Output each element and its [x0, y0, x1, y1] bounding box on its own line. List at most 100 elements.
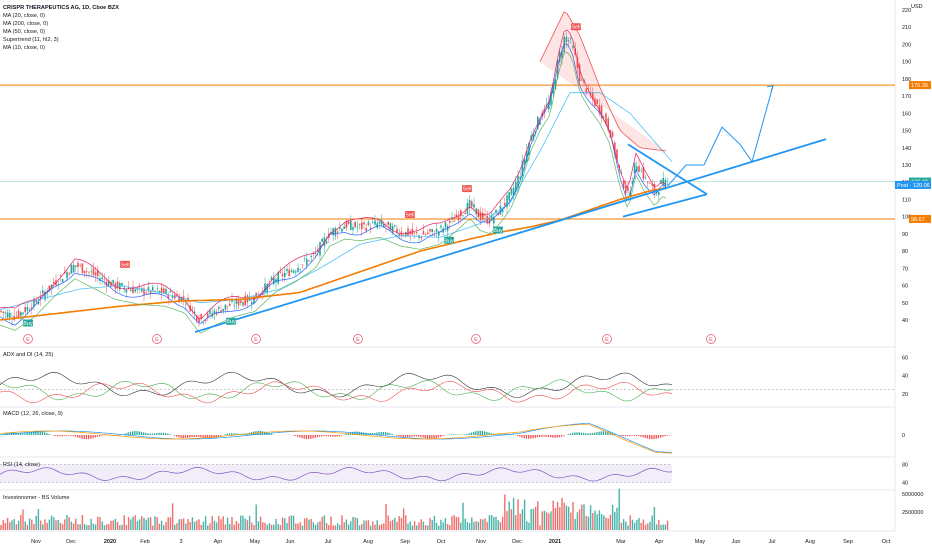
macd-histogram-bar — [299, 435, 301, 438]
macd-histogram-bar — [193, 435, 195, 437]
volume-bar — [550, 511, 552, 530]
volume-bar — [101, 521, 103, 530]
macd-histogram-bar — [345, 434, 347, 435]
volume-bar — [110, 520, 112, 530]
macd-histogram-bar — [486, 431, 488, 435]
macd-histogram-bar — [92, 435, 94, 439]
sell-signal-badge — [462, 185, 472, 193]
volume-bar — [453, 515, 455, 530]
volume-bar — [534, 506, 537, 530]
macd-histogram-bar — [378, 432, 380, 435]
macd-histogram-bar — [325, 435, 327, 437]
candle-body — [286, 269, 288, 272]
price-tick-label: 70 — [902, 266, 908, 272]
candle-body — [39, 296, 42, 300]
candle-body — [163, 288, 165, 293]
macd-histogram-bar — [26, 433, 28, 435]
trendlines[interactable] — [194, 85, 827, 333]
macd-histogram-bar — [490, 433, 492, 435]
candle-body — [143, 288, 145, 295]
candle-body — [565, 36, 568, 42]
macd-histogram-bar — [455, 434, 457, 435]
trendline-triangle-top — [627, 143, 708, 196]
candle-body — [119, 283, 121, 290]
volume-bar — [539, 525, 541, 530]
candle-body — [543, 108, 546, 114]
buy-signal-badge — [444, 236, 454, 244]
macd-histogram-bar — [479, 430, 481, 435]
macd-histogram-bar — [22, 433, 24, 435]
volume-bar — [33, 523, 35, 530]
volume-bar — [504, 494, 506, 530]
volume-bar — [147, 517, 150, 530]
candle-body — [539, 120, 541, 125]
legend-supertrend[interactable]: Supertrend (11, hl2, 3) — [3, 37, 59, 43]
macd-histogram-bar — [499, 434, 501, 435]
candle-body — [2, 311, 4, 314]
volume-bar — [499, 522, 502, 530]
volume-bar — [435, 522, 438, 530]
price-label-text: 98.67 — [911, 217, 925, 223]
volume-label[interactable]: Investonomer - BS Volume — [3, 495, 70, 501]
candle-body — [281, 273, 284, 277]
macd-histogram-bar — [424, 435, 426, 439]
macd-histogram-bar — [657, 435, 660, 439]
legend-ma20[interactable]: MA (20, close, 0) — [3, 13, 45, 19]
volume-bar — [409, 521, 411, 530]
macd-histogram-bar — [602, 431, 605, 435]
volume-bar — [328, 525, 330, 530]
volume-bar — [583, 504, 585, 530]
candle-body — [77, 262, 79, 267]
macd-histogram-bar — [79, 435, 81, 439]
macd-signal-line — [0, 423, 672, 454]
legend-ma200[interactable]: MA (200, close, 0) — [3, 21, 49, 27]
ma50-line — [0, 92, 673, 311]
volume-bar — [537, 501, 539, 530]
symbol-title[interactable]: CRISPR THERAPEUTICS AG, 1D, Cboe BZX — [3, 5, 120, 11]
volume-bar — [365, 520, 367, 530]
macd-histogram-bar — [235, 433, 237, 435]
legend-ma50[interactable]: MA (50, close, 0) — [3, 29, 45, 35]
macd-histogram-bar — [66, 435, 68, 436]
macd-histogram-bar — [162, 432, 165, 435]
volume-bar — [77, 524, 79, 530]
adx-label[interactable]: ADX and DI (14, 25) — [3, 352, 54, 358]
volume-bar — [178, 519, 180, 530]
macd-histogram-bar — [37, 431, 39, 435]
macd-histogram-bar — [380, 431, 382, 435]
volume-bar — [559, 507, 561, 530]
macd-histogram-bar — [451, 434, 453, 435]
macd-histogram-bar — [547, 435, 550, 438]
volume-bar — [121, 524, 123, 530]
candle-body — [66, 271, 68, 279]
legend-ma10[interactable]: MA (10, close, 0) — [3, 45, 45, 51]
volume-bar — [455, 516, 458, 530]
candle-body — [200, 314, 202, 320]
signal-label: Buy — [493, 228, 503, 234]
volume-bar — [578, 509, 581, 530]
macd-label[interactable]: MACD (12, 26, close, 9) — [3, 411, 63, 417]
volume-bar — [644, 524, 647, 530]
macd-histogram-bar — [136, 431, 138, 435]
candle-body — [438, 231, 440, 236]
volume-bar — [136, 521, 139, 530]
volume-bar — [556, 501, 559, 530]
macd-histogram-bar — [330, 435, 332, 437]
volume-bar — [468, 523, 471, 530]
candle-body — [600, 105, 603, 119]
macd-histogram-bar — [30, 432, 33, 435]
macd-histogram-bar — [495, 434, 497, 435]
candle-body — [222, 308, 224, 312]
volume-bar — [473, 521, 475, 530]
volume-bar — [251, 522, 253, 530]
rsi-label[interactable]: RSI (14, close) — [3, 462, 40, 468]
time-tick-label: 3 — [179, 539, 182, 545]
earnings-letter: E — [26, 337, 30, 343]
volume-bar — [259, 516, 262, 530]
volume-bar — [268, 523, 271, 530]
macd-histogram-bar — [473, 431, 475, 435]
candle-body — [270, 277, 273, 280]
candle-body — [92, 268, 95, 275]
